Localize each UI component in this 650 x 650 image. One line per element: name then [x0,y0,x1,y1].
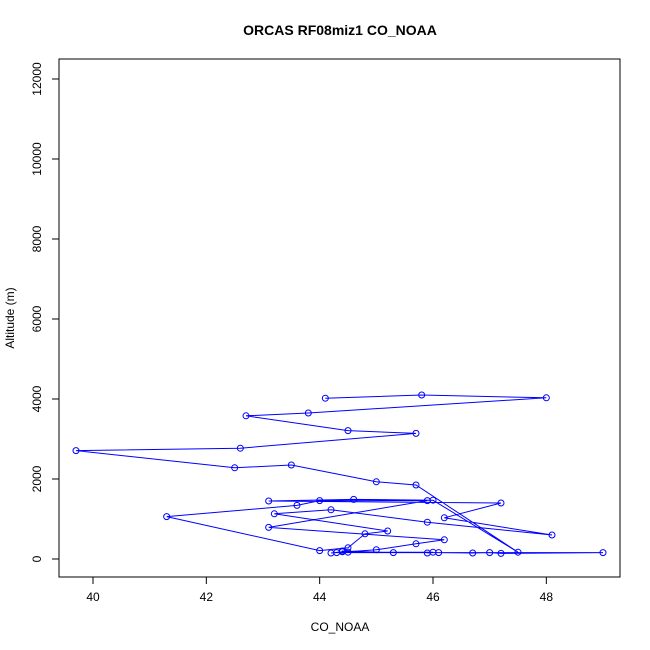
data-point [384,527,392,535]
data-point [327,506,335,514]
plot-frame [58,58,621,578]
data-point [316,547,324,555]
data-point [333,549,341,557]
data-point [497,549,505,557]
data-point [548,531,556,539]
data-point [344,427,352,435]
data-point [72,447,80,455]
x-tick-label: 46 [426,590,440,604]
data-point [389,549,397,557]
data-point [486,549,494,557]
data-point [372,478,380,486]
data-point [412,481,420,489]
data-point [316,497,324,505]
data-point [265,523,273,531]
data-point [440,536,448,544]
y-tick-label: 10000 [30,142,44,176]
data-point [423,518,431,526]
data-point [304,409,312,417]
data-point [350,495,358,503]
y-axis-label: Altitude (m) [3,287,17,348]
data-point [236,444,244,452]
x-tick-label: 44 [313,590,327,604]
y-tick-label: 0 [30,555,44,562]
x-tick-label: 40 [86,590,100,604]
y-tick-label: 8000 [30,225,44,252]
data-point [418,391,426,399]
data-point [344,544,352,552]
y-tick-label: 4000 [30,385,44,412]
data-point [514,548,522,556]
data-point [321,394,329,402]
data-point [423,549,431,557]
data-point [242,412,250,420]
data-point [542,394,550,402]
series-line [75,394,604,554]
data-point [599,549,607,557]
data-point [270,510,278,518]
data-point [231,464,239,472]
y-axis: 0 2000 4000 6000 8000 10000 12000 [30,62,59,562]
series-group [72,391,607,557]
data-point [265,497,273,505]
data-point [361,530,369,538]
y-tick-label: 6000 [30,305,44,332]
data-point [293,501,301,509]
data-point [412,540,420,548]
data-point [412,429,420,437]
y-tick-label: 2000 [30,465,44,492]
data-point [287,461,295,469]
y-tick-label: 12000 [30,62,44,96]
x-axis: 40 42 44 46 48 [86,577,553,604]
data-point [423,497,431,505]
x-axis-label: CO_NOAA [311,620,370,634]
data-point [497,499,505,507]
data-point [163,513,171,521]
x-tick-label: 42 [200,590,214,604]
data-point [344,548,352,556]
x-tick-label: 48 [540,590,554,604]
chart-title: ORCAS RF08miz1 CO_NOAA [243,22,437,38]
data-point [440,514,448,522]
data-point [469,549,477,557]
data-point [372,546,380,554]
